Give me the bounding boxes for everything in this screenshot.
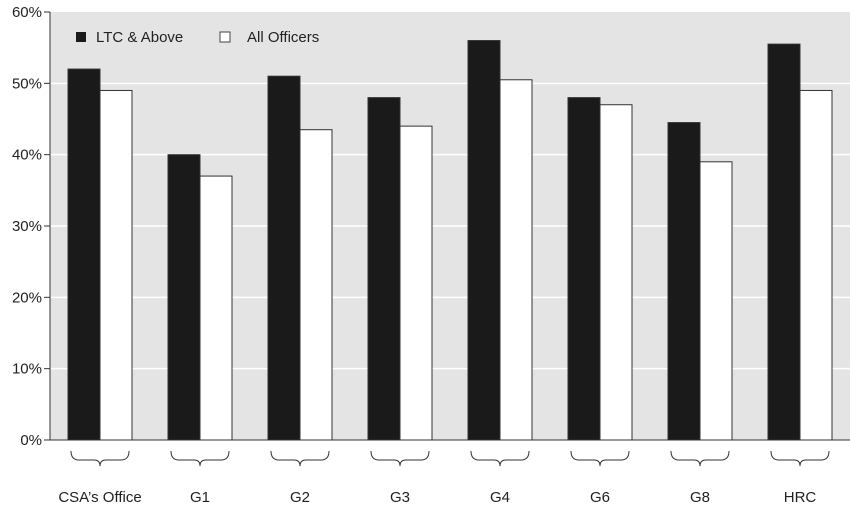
bar-ltc-above — [167, 154, 201, 441]
bar-all-officers — [499, 79, 533, 441]
category-brace — [70, 450, 130, 467]
y-tick-label: 60% — [12, 4, 42, 21]
bar-ltc-above — [767, 43, 801, 441]
bar-all-officers — [299, 129, 333, 441]
bar-ltc-above — [267, 75, 301, 441]
x-tick-label: G1 — [190, 489, 210, 506]
bar-ltc-above — [367, 97, 401, 441]
legend-swatch-all-officers — [219, 31, 231, 43]
category-brace — [170, 450, 230, 467]
bar-all-officers — [799, 89, 833, 441]
bar-ltc-above — [67, 68, 101, 441]
legend: LTC & Above All Officers — [76, 29, 319, 46]
bar-all-officers — [599, 104, 633, 441]
x-tick-label: CSA’s Office — [58, 489, 141, 506]
x-tick-label: G4 — [490, 489, 510, 506]
category-brace — [270, 450, 330, 467]
y-tick-label: 0% — [20, 432, 42, 449]
x-tick-label: G2 — [290, 489, 310, 506]
bar-ltc-above — [567, 97, 601, 441]
bar-all-officers — [699, 161, 733, 441]
bar-ltc-above — [667, 122, 701, 441]
legend-swatch-ltc — [76, 32, 86, 42]
x-tick-label: G8 — [690, 489, 710, 506]
category-brace — [370, 450, 430, 467]
x-tick-label: G3 — [390, 489, 410, 506]
bar-all-officers — [199, 175, 233, 441]
category-brace — [770, 450, 830, 467]
legend-label-all-officers: All Officers — [247, 29, 319, 46]
category-brace — [670, 450, 730, 467]
bar-all-officers — [99, 89, 133, 441]
y-tick-label: 50% — [12, 75, 42, 92]
legend-label-ltc: LTC & Above — [96, 29, 183, 46]
y-tick-label: 40% — [12, 147, 42, 164]
x-tick-label: G6 — [590, 489, 610, 506]
y-tick-label: 20% — [12, 289, 42, 306]
x-tick-label: HRC — [784, 489, 817, 506]
category-brace — [570, 450, 630, 467]
bar-all-officers — [399, 125, 433, 441]
y-tick-label: 10% — [12, 361, 42, 378]
y-tick-label: 30% — [12, 218, 42, 235]
category-brace — [470, 450, 530, 467]
bar-ltc-above — [467, 40, 501, 441]
